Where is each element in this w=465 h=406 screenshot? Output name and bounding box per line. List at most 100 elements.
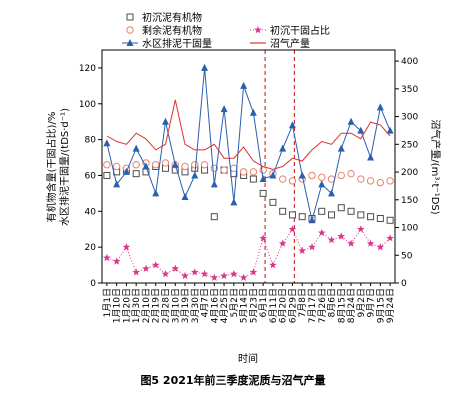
y-right-axis-label: 沼气产量/(m³·t⁻¹DS) (429, 119, 442, 214)
data-point (367, 153, 375, 161)
data-point (288, 225, 297, 233)
data-point (220, 166, 228, 174)
data-point (132, 268, 140, 276)
legend-entry: 沼气产量 (250, 37, 310, 50)
data-point (191, 161, 199, 169)
x-tick-label: 8月24日 (346, 288, 357, 323)
y-right-tick-label: 200 (401, 168, 418, 178)
y-left-tick-label: 60 (85, 171, 97, 181)
data-point (103, 253, 111, 262)
data-point (200, 161, 209, 169)
data-point (152, 161, 160, 169)
data-point (132, 161, 140, 169)
data-point (376, 178, 385, 187)
x-tick-label: 7月17日 (307, 288, 318, 323)
data-point (152, 189, 160, 197)
x-tick-label: 7月26日 (317, 288, 328, 323)
x-tick-label: 1月1日 (102, 288, 113, 317)
x-tick-label: 3月10日 (170, 288, 181, 323)
data-point (259, 234, 267, 242)
data-point (357, 126, 365, 134)
data-point (113, 180, 121, 188)
data-point (327, 235, 336, 244)
figure-caption: 图5 2021年前三季度泥质与沼气产量 (140, 373, 325, 387)
data-point (288, 177, 297, 185)
data-point (298, 171, 306, 179)
data-point (337, 204, 345, 212)
x-tick-label: 1月10日 (112, 288, 123, 323)
data-point (357, 175, 365, 183)
data-point (171, 264, 180, 272)
y-right-tick-label: 300 (401, 113, 418, 123)
data-point (337, 144, 345, 152)
legend-label: 剩余泥有机物 (142, 24, 202, 37)
data-point (269, 261, 277, 269)
x-tick-label: 5月14日 (239, 288, 250, 323)
data-point (210, 180, 218, 188)
data-point (259, 166, 267, 174)
x-axis-label: 时间 (238, 352, 258, 365)
legend-marker (126, 26, 134, 34)
data-point (347, 169, 355, 178)
data-point (103, 171, 111, 179)
data-point (288, 121, 296, 129)
series-layer (103, 63, 394, 281)
y-left-tick-label: 120 (79, 64, 96, 74)
y-left-tick-label: 80 (85, 136, 97, 146)
data-point (328, 211, 336, 219)
data-point (181, 271, 189, 280)
data-point (347, 207, 355, 215)
data-point (269, 171, 277, 179)
y-left-axis-label: 有机物含量(干固占比)/% (45, 112, 58, 223)
x-tick-label: 4月25日 (219, 288, 230, 323)
data-point (278, 239, 287, 247)
data-point (366, 177, 375, 185)
x-tick-label: 8月15日 (336, 288, 347, 323)
data-point (337, 171, 345, 180)
data-point (347, 117, 355, 125)
y-right-tick-label: 50 (401, 251, 413, 261)
data-point (122, 243, 131, 251)
y-right-tick-label: 250 (401, 140, 418, 150)
x-tick-label: 2月28日 (160, 288, 171, 323)
data-point (308, 171, 316, 180)
data-point (210, 213, 218, 221)
data-point (328, 189, 336, 197)
data-point (181, 162, 189, 171)
x-tick-label: 9月7日 (366, 288, 377, 317)
x-tick-label: 3月30日 (190, 288, 201, 323)
y-right-tick-label: 350 (401, 85, 418, 95)
series-line (106, 67, 391, 221)
data-point (220, 105, 228, 113)
data-point (122, 167, 130, 175)
legend-marker (126, 13, 134, 21)
data-point (171, 160, 179, 168)
data-point (386, 177, 394, 185)
x-tick-label: 2月10日 (141, 288, 152, 323)
data-point (259, 175, 267, 183)
plot-frame (101, 49, 396, 284)
x-tick-label: 1月20日 (121, 288, 132, 323)
data-point (142, 264, 150, 272)
x-tick-label: 8月6日 (327, 288, 338, 317)
data-point (112, 162, 121, 171)
data-point (376, 103, 384, 111)
data-point (259, 189, 267, 197)
legend-entry: 水区排泥干固量 (122, 37, 212, 50)
data-point (239, 168, 248, 176)
x-tick-label: 9月15日 (375, 288, 386, 323)
data-point (240, 81, 248, 89)
x-tick-label: 7月8日 (297, 288, 308, 317)
data-point (220, 271, 228, 280)
data-point (132, 170, 140, 178)
y-left-tick-label: 100 (79, 100, 96, 110)
data-point (386, 234, 394, 242)
x-tick-label: 6月29日 (287, 288, 298, 323)
x-tick-label: 1月30日 (131, 288, 142, 323)
data-point (181, 192, 189, 200)
data-point (317, 228, 326, 237)
y-left-tick-label: 40 (85, 207, 97, 217)
data-point (103, 161, 111, 169)
